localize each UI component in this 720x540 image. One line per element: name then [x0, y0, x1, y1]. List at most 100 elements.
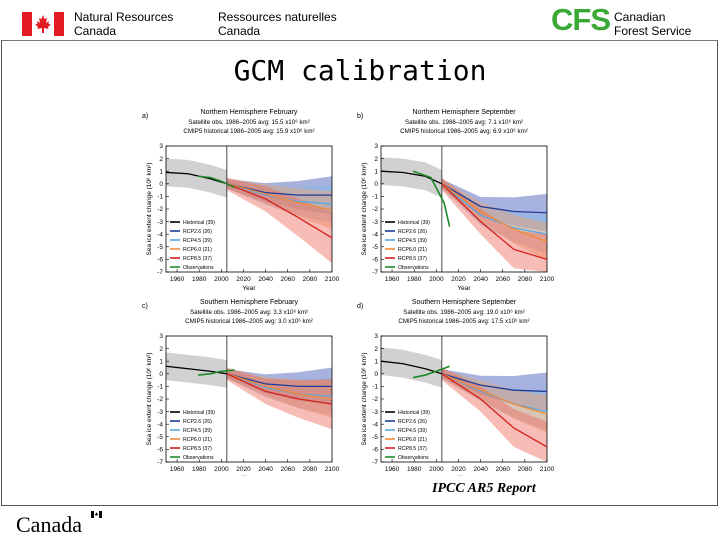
y-tick-label: -1 [372, 194, 378, 201]
chart-subtitle: Satellite obs. 1986–2005 avg: 3.3 x10⁶ k… [190, 309, 308, 316]
series-envelope [441, 177, 547, 272]
x-tick-label: 1960 [385, 466, 400, 473]
series-line [226, 373, 333, 405]
chart-subtitle: CMIP5 historical 1986–2005 avg: 6.9 x10⁶… [400, 128, 528, 135]
legend-entry: RCP6.0 (21) [398, 247, 427, 253]
y-tick-label: -1 [157, 384, 163, 391]
series-envelope [441, 179, 547, 254]
series-line [380, 170, 443, 185]
y-tick-label: 3 [159, 333, 163, 340]
y-tick-label: 1 [374, 168, 378, 175]
x-axis-title: Year [242, 285, 256, 292]
y-tick-label: 0 [159, 181, 163, 188]
slide-title: GCM calibration [233, 54, 487, 87]
x-tick-label: 2000 [214, 276, 229, 283]
legend-entry: Observations [183, 265, 214, 271]
series-line [441, 183, 548, 214]
y-axis-title: Sea ice extent change (10⁶ km²) [146, 163, 153, 256]
legend-entry: Historical (39) [398, 220, 430, 226]
x-tick-label: 2000 [214, 466, 229, 473]
x-tick-label: 2040 [473, 276, 488, 283]
legend-entry: Historical (39) [183, 410, 215, 416]
legend-entry: RCP8.5 (37) [183, 446, 212, 452]
x-tick-label: 2080 [518, 276, 533, 283]
series-line [412, 365, 450, 379]
x-tick-label: 2060 [280, 466, 295, 473]
x-tick-label: 2060 [280, 276, 295, 283]
y-tick-label: -3 [372, 219, 378, 226]
legend-entry: RCP4.5 (39) [183, 238, 212, 244]
x-tick-label: 2100 [325, 276, 340, 283]
canada-wordmark: Canada [16, 511, 102, 538]
chart-panel: c) Southern Hemisphere February Satellite … [142, 299, 340, 476]
y-tick-label: 3 [159, 143, 163, 150]
y-tick-label: -2 [372, 396, 378, 403]
legend-entry: RCP6.0 (21) [398, 437, 427, 443]
legend-entry: RCP2.6 (26) [183, 419, 212, 425]
legend-entry: RCP6.0 (21) [183, 247, 212, 253]
series-envelope [381, 157, 442, 198]
y-tick-label: -5 [372, 434, 378, 441]
series-line [441, 183, 548, 235]
x-tick-label: 2020 [451, 276, 466, 283]
legend-entry: Historical (39) [183, 220, 215, 226]
y-tick-label: -7 [157, 459, 163, 466]
y-tick-label: -6 [157, 257, 163, 264]
x-tick-label: 1980 [192, 466, 207, 473]
chart-subtitle: CMIP5 historical 1986–2005 avg: 15.9 x10… [183, 128, 314, 135]
y-tick-label: -7 [372, 269, 378, 276]
legend-entry: RCP8.5 (37) [398, 446, 427, 452]
chart-subtitle: CMIP5 historical 1986–2005 avg: 17.5 x10… [398, 318, 529, 325]
x-tick-label: 1980 [192, 276, 207, 283]
sea-ice-figure: a) Northern Hemisphere February Satellite … [142, 109, 555, 476]
y-tick-label: -3 [372, 409, 378, 416]
y-tick-label: -6 [157, 447, 163, 454]
series-envelope [381, 347, 442, 388]
y-tick-label: 2 [159, 346, 163, 353]
y-tick-label: 0 [374, 181, 378, 188]
x-tick-label: 2060 [495, 466, 510, 473]
y-tick-label: -1 [157, 194, 163, 201]
y-tick-label: -5 [157, 244, 163, 251]
y-tick-label: 1 [159, 168, 163, 175]
plot-area [166, 146, 332, 272]
series-line [441, 183, 548, 261]
y-tick-label: 1 [374, 358, 378, 365]
chart-panel: a) Northern Hemisphere February Satellite … [142, 109, 340, 292]
y-tick-label: -4 [372, 231, 378, 238]
y-tick-label: -2 [157, 396, 163, 403]
series-line [441, 373, 548, 393]
legend-entry: RCP8.5 (37) [183, 256, 212, 262]
series-envelope [441, 179, 547, 232]
x-tick-label: 2020 [451, 466, 466, 473]
x-tick-label: 1960 [170, 276, 185, 283]
x-tick-label: 2060 [495, 276, 510, 283]
y-tick-label: -4 [372, 421, 378, 428]
chart-panel: d) Southern Hemisphere September Satellite… [357, 299, 555, 476]
x-tick-label: 2100 [540, 276, 555, 283]
slide-header: Natural Resources Canada Ressources natu… [0, 0, 720, 44]
wordmark-flag-icon [91, 511, 102, 518]
series-line [198, 369, 235, 376]
x-axis-title: Year [242, 475, 256, 476]
department-name-french: Ressources naturelles Canada [218, 10, 337, 38]
series-line [226, 373, 332, 388]
legend-entry: Observations [398, 455, 429, 461]
legend-entry: RCP4.5 (39) [398, 428, 427, 434]
y-tick-label: -6 [372, 257, 378, 264]
y-tick-label: 3 [374, 333, 378, 340]
slide-frame [1, 40, 718, 506]
legend-entry: RCP2.6 (26) [398, 419, 427, 425]
y-tick-label: 3 [374, 143, 378, 150]
y-tick-label: -5 [372, 244, 378, 251]
y-axis-title: Sea ice extent change (10⁶ km²) [361, 163, 368, 256]
legend-entry: Historical (39) [398, 410, 430, 416]
panel-label: a) [142, 113, 148, 120]
legend-entry: RCP2.6 (26) [398, 229, 427, 235]
source-citation: IPCC AR5 Report [432, 481, 536, 496]
series-line [380, 360, 443, 375]
y-tick-label: -7 [372, 459, 378, 466]
y-axis-title: Sea ice extent change (10⁶ km²) [361, 353, 368, 446]
y-tick-label: -4 [157, 231, 163, 238]
canada-flag-icon [22, 12, 64, 36]
